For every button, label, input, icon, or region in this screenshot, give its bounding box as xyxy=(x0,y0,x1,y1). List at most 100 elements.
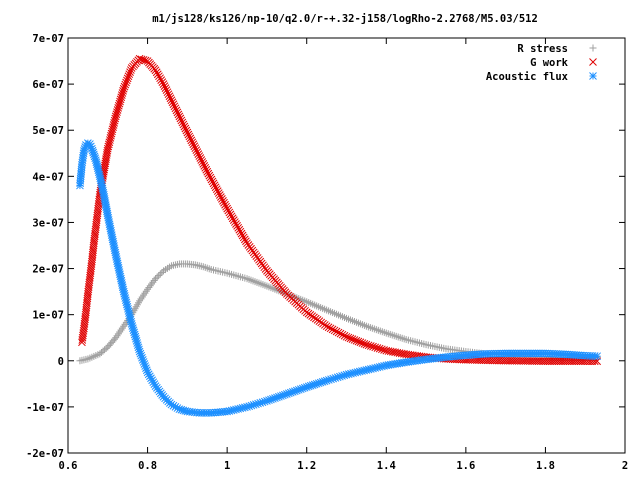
data-point xyxy=(167,96,176,105)
data-point xyxy=(180,122,189,131)
data-point xyxy=(172,106,181,115)
data-point xyxy=(123,74,132,83)
data-point xyxy=(158,268,166,276)
chart-title: m1/js128/ks126/np-10/q2.0/r-+.32-j158/lo… xyxy=(152,13,538,25)
data-point xyxy=(122,78,130,87)
data-point xyxy=(354,337,363,346)
data-point xyxy=(221,200,229,209)
data-point xyxy=(215,191,224,199)
data-point xyxy=(158,78,167,86)
data-point xyxy=(232,220,240,228)
data-point xyxy=(212,185,221,194)
data-point xyxy=(222,202,230,211)
data-point xyxy=(360,340,369,348)
data-point xyxy=(208,177,217,186)
plot-frame xyxy=(67,37,626,454)
data-point xyxy=(228,214,237,223)
data-point xyxy=(217,193,225,201)
data-point xyxy=(116,95,125,104)
y-tick-label: 5e-07 xyxy=(32,125,64,137)
data-point xyxy=(203,167,212,176)
data-point xyxy=(191,144,200,153)
y-tick-label: 4e-07 xyxy=(32,171,64,183)
data-point xyxy=(185,132,194,141)
data-point xyxy=(375,344,384,353)
data-point xyxy=(371,343,380,352)
data-point xyxy=(210,181,219,190)
data-point xyxy=(326,324,335,333)
data-point xyxy=(213,187,222,195)
data-point xyxy=(334,328,343,337)
data-point xyxy=(362,340,371,349)
data-point xyxy=(229,216,238,224)
data-point xyxy=(193,148,202,156)
data-point xyxy=(324,323,333,332)
data-point xyxy=(234,223,243,232)
data-point xyxy=(224,206,233,215)
data-point xyxy=(118,89,127,97)
data-point xyxy=(209,179,218,188)
data-point xyxy=(151,66,160,75)
data-point xyxy=(150,276,158,284)
data-point xyxy=(322,322,331,331)
data-point xyxy=(159,80,168,88)
data-point xyxy=(117,93,126,102)
data-point xyxy=(364,341,373,350)
data-point xyxy=(346,334,355,343)
data-point xyxy=(127,66,135,74)
data-point xyxy=(340,331,349,340)
data-point xyxy=(239,233,248,242)
data-point xyxy=(161,84,170,92)
data-point xyxy=(156,270,164,278)
data-point xyxy=(112,110,121,119)
data-point xyxy=(111,114,120,123)
data-point xyxy=(165,92,174,101)
data-point xyxy=(153,70,162,79)
x-tick-label: 1 xyxy=(224,460,230,472)
data-point xyxy=(123,76,131,85)
data-point xyxy=(231,218,239,226)
data-point xyxy=(163,88,172,97)
data-point xyxy=(219,196,227,205)
data-point xyxy=(336,329,345,338)
data-point xyxy=(369,342,377,351)
data-point xyxy=(184,130,193,139)
y-tick-label: 7e-07 xyxy=(32,33,64,45)
data-point xyxy=(152,68,161,77)
data-point xyxy=(144,285,152,293)
legend-marker xyxy=(589,58,597,66)
data-point xyxy=(169,100,178,109)
data-point xyxy=(198,158,207,166)
data-point xyxy=(233,222,241,230)
data-point xyxy=(157,76,166,85)
data-point xyxy=(194,150,203,158)
legend-label: G work xyxy=(530,57,569,69)
y-tick-label: 2e-07 xyxy=(32,264,64,276)
data-point xyxy=(116,97,124,106)
data-point xyxy=(227,212,236,221)
data-point xyxy=(338,330,347,339)
x-tick-label: 1.6 xyxy=(456,460,475,472)
data-point xyxy=(186,134,195,143)
data-point xyxy=(126,68,134,76)
data-point xyxy=(119,86,127,95)
data-point xyxy=(200,161,209,170)
data-point xyxy=(199,160,208,168)
legend: R stress G work Acoustic flux xyxy=(486,43,597,83)
data-point xyxy=(178,118,187,127)
data-point xyxy=(176,114,185,123)
data-point xyxy=(179,120,188,129)
data-point xyxy=(177,116,186,125)
data-point xyxy=(332,327,341,336)
data-point xyxy=(141,56,150,65)
y-tick-label: 6e-07 xyxy=(32,79,64,91)
data-point xyxy=(111,112,120,121)
data-point xyxy=(235,225,244,234)
data-point xyxy=(207,175,216,184)
x-tick-label: 2 xyxy=(622,460,628,472)
data-point xyxy=(373,344,382,352)
data-point xyxy=(218,195,226,203)
legend-label: R stress xyxy=(517,43,568,55)
data-point xyxy=(352,336,361,345)
